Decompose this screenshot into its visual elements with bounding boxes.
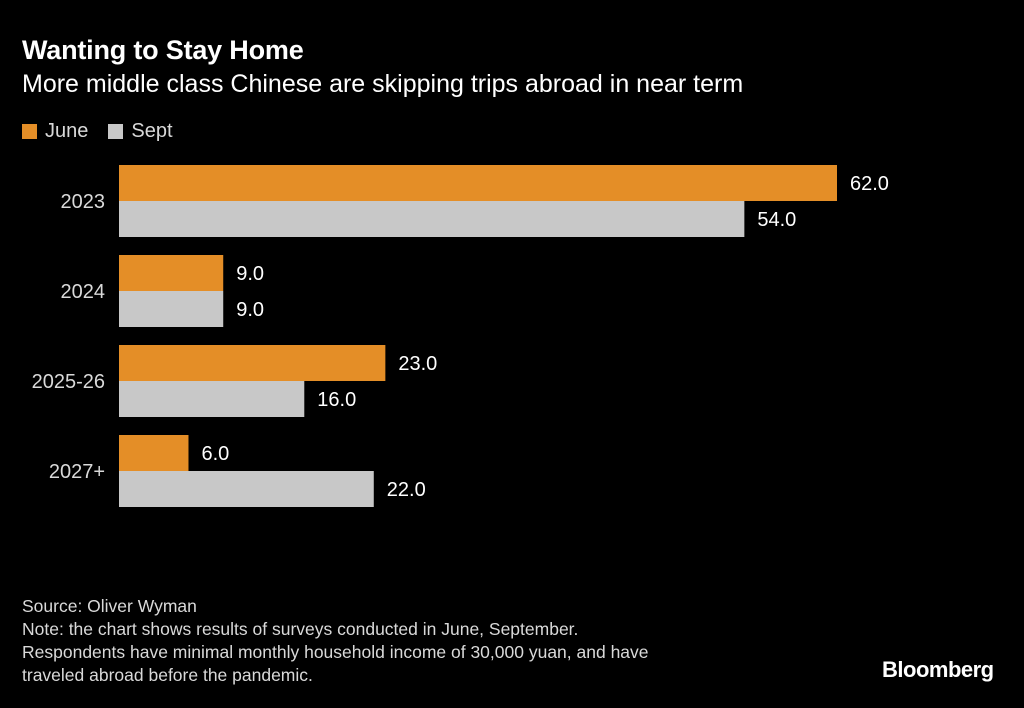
chart-subtitle: More middle class Chinese are skipping t… [22,70,744,98]
category-label-2024: 2024 [61,281,106,303]
bar-chart: 2023 62.0 54.0 2024 9.0 9.0 2025-26 23.0 16.0 202… [32,165,889,507]
bar-june-2024 [119,255,224,291]
value-label-sept-2025-26: 16.0 [317,389,356,411]
value-label-sept-2024: 9.0 [236,299,264,321]
bar-june-2023 [119,165,837,201]
footer: Source: Oliver Wyman Note: the chart sho… [22,595,842,687]
legend-swatch-june [22,123,37,139]
chart-title: Wanting to Stay Home [22,35,304,65]
category-label-2027-: 2027+ [49,461,105,483]
legend: June Sept [22,117,193,145]
bar-sept-2025-26 [119,381,305,417]
bar-sept-2027- [119,471,374,507]
note-line-2: Respondents have minimal monthly househo… [22,642,649,662]
value-label-sept-2027-: 22.0 [387,479,426,501]
value-label-june-2023: 62.0 [850,173,889,195]
bar-sept-2023 [119,201,745,237]
value-label-june-2025-26: 23.0 [398,353,437,375]
legend-label-sept: Sept [131,119,173,142]
value-label-june-2027-: 6.0 [201,443,229,465]
bar-june-2027- [119,435,189,471]
legend-label-june: June [45,119,89,142]
note-line-1: Note: the chart shows results of surveys… [22,619,579,639]
note-line-3: traveled abroad before the pandemic. [22,665,313,685]
legend-item-sept: Sept [108,119,173,143]
bloomberg-logo: Bloomberg [882,657,994,682]
value-label-sept-2023: 54.0 [757,209,796,231]
category-label-2025-26: 2025-26 [32,371,105,393]
legend-item-june: June [22,120,88,143]
source-text: Source: Oliver Wyman [22,596,197,616]
bar-june-2025-26 [119,345,386,381]
legend-swatch-sept [108,123,124,139]
category-label-2023: 2023 [61,191,106,213]
bar-sept-2024 [119,291,224,327]
value-label-june-2024: 9.0 [236,263,264,285]
